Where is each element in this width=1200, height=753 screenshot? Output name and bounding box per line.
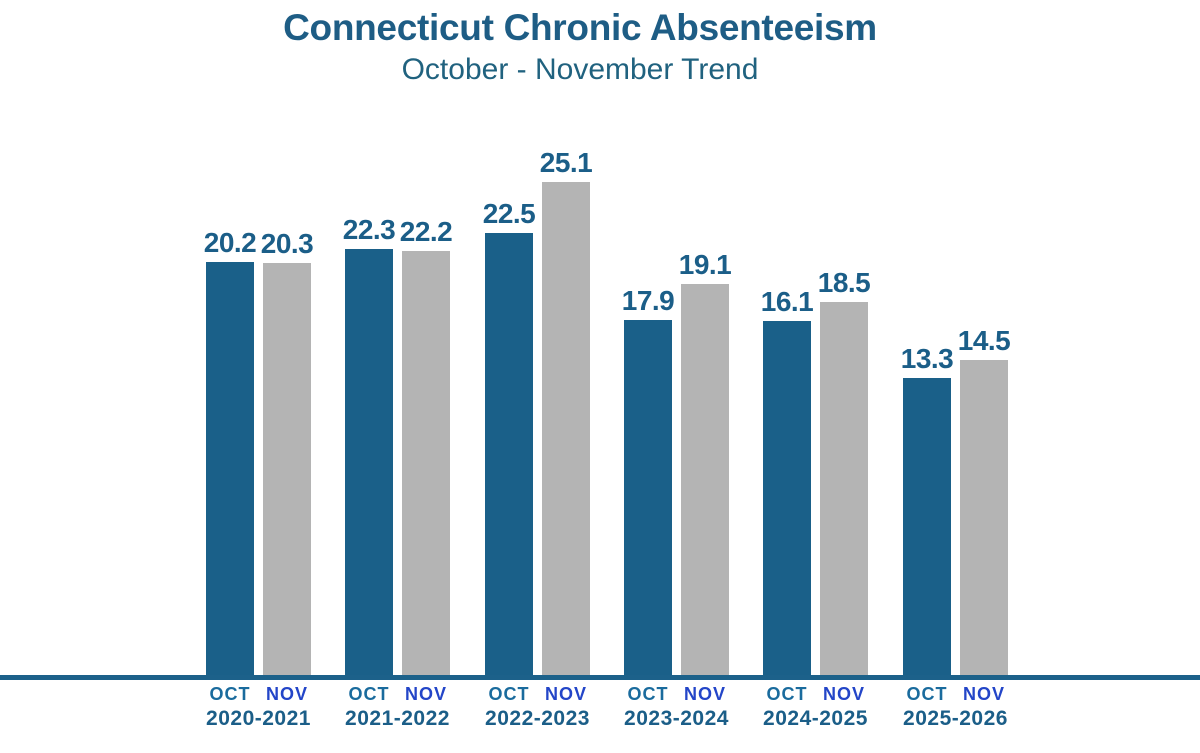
bar-oct-2025-2026 xyxy=(903,378,951,675)
value-label-oct-2025-2026: 13.3 xyxy=(900,343,954,374)
bar-nov-2024-2025 xyxy=(820,302,868,675)
month-label-nov-2021-2022: NOV xyxy=(404,684,447,704)
value-label-nov-2022-2023: 25.1 xyxy=(539,147,593,178)
month-label-nov-2025-2026: NOV xyxy=(962,684,1005,704)
month-label-nov-2022-2023: NOV xyxy=(544,684,587,704)
month-label-oct-2020-2021: OCT xyxy=(209,684,251,704)
value-label-nov-2023-2024: 19.1 xyxy=(678,249,732,280)
month-label-oct-2023-2024: OCT xyxy=(627,684,669,704)
bar-oct-2024-2025 xyxy=(763,321,811,675)
bar-nov-2020-2021 xyxy=(263,263,311,675)
value-label-nov-2021-2022: 22.2 xyxy=(399,216,453,247)
month-label-oct-2025-2026: OCT xyxy=(906,684,948,704)
year-label-2024-2025: 2024-2025 xyxy=(763,707,868,730)
bar-nov-2023-2024 xyxy=(681,284,729,675)
month-label-nov-2020-2021: NOV xyxy=(265,684,308,704)
bar-nov-2021-2022 xyxy=(402,251,450,675)
chart-header: Connecticut Chronic Absenteeism October … xyxy=(0,6,1160,88)
value-label-nov-2024-2025: 18.5 xyxy=(817,267,871,298)
month-label-nov-2023-2024: NOV xyxy=(683,684,726,704)
chart-subtitle: October - November Trend xyxy=(401,53,759,86)
year-label-2025-2026: 2025-2026 xyxy=(903,707,1008,730)
month-label-oct-2024-2025: OCT xyxy=(766,684,808,704)
value-label-oct-2023-2024: 17.9 xyxy=(621,285,675,316)
month-label-oct-2021-2022: OCT xyxy=(348,684,390,704)
chart-title: Connecticut Chronic Absenteeism xyxy=(283,7,877,48)
year-label-2022-2023: 2022-2023 xyxy=(485,707,590,730)
value-label-oct-2020-2021: 20.2 xyxy=(203,227,257,258)
year-label-2023-2024: 2023-2024 xyxy=(624,707,729,730)
value-label-nov-2020-2021: 20.3 xyxy=(260,228,314,259)
bar-oct-2022-2023 xyxy=(485,233,533,675)
year-label-2021-2022: 2021-2022 xyxy=(345,707,450,730)
bar-oct-2023-2024 xyxy=(624,320,672,675)
value-label-nov-2025-2026: 14.5 xyxy=(957,325,1011,356)
month-label-oct-2022-2023: OCT xyxy=(488,684,530,704)
value-label-oct-2021-2022: 22.3 xyxy=(342,214,396,245)
bar-oct-2020-2021 xyxy=(206,262,254,675)
bar-oct-2021-2022 xyxy=(345,249,393,675)
bar-nov-2025-2026 xyxy=(960,360,1008,675)
bar-nov-2022-2023 xyxy=(542,182,590,675)
x-axis-line xyxy=(0,675,1200,680)
value-label-oct-2022-2023: 22.5 xyxy=(482,198,536,229)
year-label-2020-2021: 2020-2021 xyxy=(206,707,311,730)
value-label-oct-2024-2025: 16.1 xyxy=(760,286,814,317)
month-label-nov-2024-2025: NOV xyxy=(822,684,865,704)
